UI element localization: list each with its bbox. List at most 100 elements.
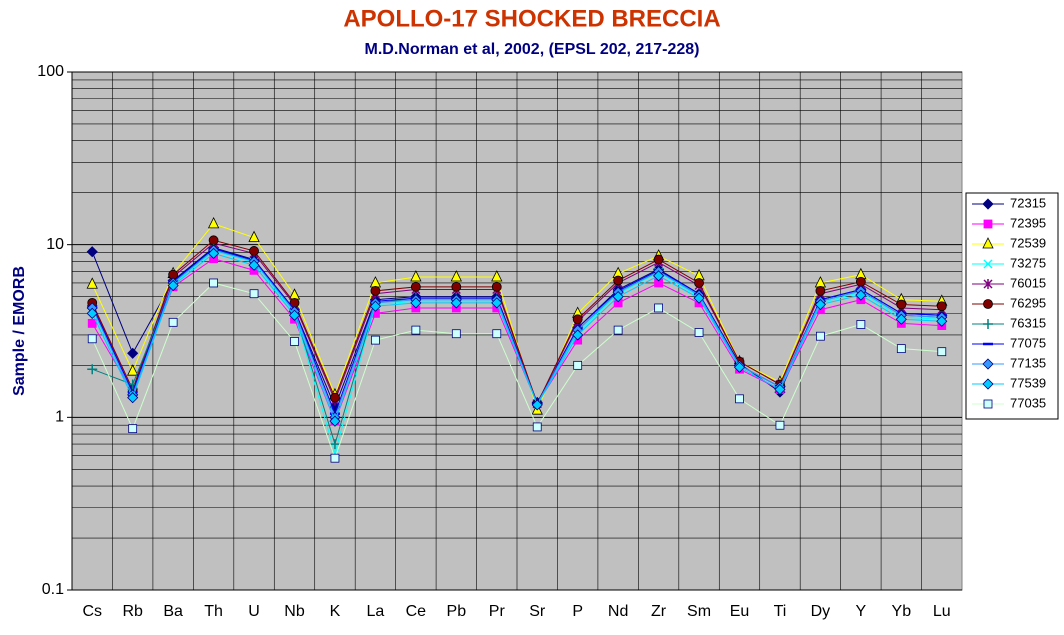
legend-marker bbox=[983, 299, 993, 309]
marker bbox=[369, 300, 381, 312]
legend-marker bbox=[983, 279, 993, 289]
legend-label: 72315 bbox=[1010, 195, 1046, 210]
x-tick-label: K bbox=[330, 603, 341, 620]
x-tick-label: Sr bbox=[529, 603, 546, 620]
marker bbox=[775, 420, 785, 430]
marker bbox=[572, 329, 584, 341]
series-line bbox=[91, 258, 942, 423]
marker bbox=[370, 285, 381, 296]
legend-marker bbox=[983, 219, 993, 229]
marker bbox=[329, 415, 341, 427]
legend-marker bbox=[983, 259, 993, 269]
x-tick-label: Zr bbox=[651, 603, 667, 620]
legend-label: 72539 bbox=[1010, 235, 1046, 250]
marker bbox=[694, 328, 704, 337]
marker bbox=[209, 278, 218, 288]
marker bbox=[207, 216, 220, 229]
marker bbox=[127, 347, 139, 359]
y-axis-title: Sample / EMORB bbox=[11, 266, 28, 396]
marker bbox=[168, 317, 178, 327]
marker bbox=[86, 307, 98, 319]
marker bbox=[492, 329, 502, 339]
marker bbox=[735, 394, 744, 404]
x-tick-label: Th bbox=[204, 603, 223, 620]
marker bbox=[451, 329, 461, 339]
marker bbox=[855, 289, 867, 301]
legend-marker bbox=[983, 319, 993, 329]
marker bbox=[613, 275, 624, 286]
marker bbox=[693, 292, 705, 304]
marker bbox=[531, 399, 543, 411]
marker bbox=[330, 453, 340, 463]
series-line bbox=[91, 223, 942, 412]
marker bbox=[653, 270, 665, 282]
marker bbox=[248, 230, 260, 242]
marker bbox=[208, 247, 220, 259]
x-tick-label: Nb bbox=[284, 603, 305, 620]
marker bbox=[330, 392, 340, 403]
x-tick-label: Rb bbox=[122, 603, 143, 620]
marker bbox=[249, 289, 259, 299]
marker bbox=[654, 303, 663, 313]
marker bbox=[208, 235, 219, 246]
marker bbox=[936, 301, 947, 312]
marker bbox=[450, 297, 462, 309]
y-tick-label: 0.1 bbox=[42, 581, 64, 598]
series-line bbox=[91, 239, 942, 405]
x-tick-label: Lu bbox=[933, 603, 951, 620]
legend-label: 76015 bbox=[1010, 275, 1046, 290]
marker bbox=[86, 277, 98, 289]
marker bbox=[855, 276, 866, 287]
x-tick-label: Yb bbox=[892, 603, 912, 620]
marker bbox=[411, 325, 421, 335]
marker bbox=[896, 344, 906, 354]
series-line bbox=[91, 249, 942, 419]
x-tick-label: Nd bbox=[608, 603, 628, 620]
legend-label: 77135 bbox=[1010, 355, 1046, 370]
legend-marker bbox=[983, 399, 993, 409]
x-tick-label: Y bbox=[856, 603, 867, 620]
x-tick-label: Ba bbox=[163, 603, 183, 620]
marker bbox=[87, 364, 98, 375]
y-tick-label: 1 bbox=[55, 409, 64, 426]
marker bbox=[127, 364, 139, 376]
marker bbox=[410, 297, 422, 309]
marker bbox=[290, 337, 299, 346]
legend-marker bbox=[982, 378, 994, 390]
legend-label: 76295 bbox=[1010, 295, 1046, 310]
marker bbox=[410, 281, 421, 292]
series-line bbox=[91, 252, 942, 423]
marker bbox=[937, 347, 947, 357]
x-tick-label: Pr bbox=[489, 603, 506, 620]
marker bbox=[856, 320, 866, 329]
marker bbox=[814, 298, 826, 311]
marker bbox=[410, 270, 422, 282]
legend-label: 76315 bbox=[1010, 315, 1046, 330]
marker bbox=[491, 270, 503, 282]
marker bbox=[653, 254, 664, 265]
marker bbox=[532, 422, 542, 432]
marker bbox=[815, 285, 826, 296]
marker bbox=[895, 313, 907, 325]
x-tick-label: P bbox=[572, 603, 583, 620]
chart-subtitle: M.D.Norman et al, 2002, (EPSL 202, 217-2… bbox=[365, 41, 700, 58]
chart-title: APOLLO-17 SHOCKED BRECCIA bbox=[343, 5, 720, 32]
marker bbox=[572, 314, 583, 325]
legend-marker bbox=[982, 358, 994, 370]
legend-marker bbox=[982, 237, 994, 249]
marker bbox=[774, 383, 786, 396]
legend bbox=[965, 192, 1059, 420]
series-line bbox=[91, 282, 942, 460]
marker bbox=[248, 259, 260, 271]
x-tick-label: Cs bbox=[82, 603, 102, 620]
marker bbox=[127, 392, 139, 404]
x-tick-label: Sm bbox=[687, 603, 711, 620]
legend-label: 73275 bbox=[1010, 255, 1046, 270]
x-tick-label: Pb bbox=[447, 603, 467, 620]
marker bbox=[288, 309, 301, 321]
legend-marker bbox=[982, 198, 994, 210]
marker bbox=[451, 281, 462, 292]
marker bbox=[816, 331, 825, 341]
marker bbox=[491, 297, 503, 309]
